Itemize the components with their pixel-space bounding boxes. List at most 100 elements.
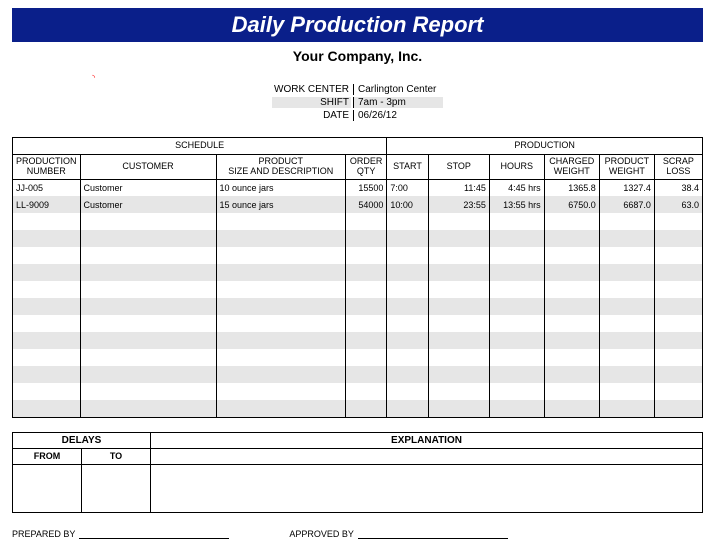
production-group-header: PRODUCTION: [387, 138, 703, 155]
col-hours: HOURS: [489, 155, 544, 180]
cell-charged: [544, 230, 599, 247]
cell-stop: [428, 349, 489, 366]
cell-hours: 4:45 hrs: [489, 179, 544, 196]
cell-customer: [80, 213, 216, 230]
cell-prod_num: [13, 315, 81, 332]
delays-row: [13, 480, 703, 496]
table-row: [13, 383, 703, 400]
cell-start: [387, 281, 428, 298]
cell-start: [387, 349, 428, 366]
cell-start: [387, 366, 428, 383]
cell-start: [387, 332, 428, 349]
table-row: JJ-005Customer10 ounce jars155007:0011:4…: [13, 179, 703, 196]
cell-customer: [80, 264, 216, 281]
cell-order_qty: [346, 332, 387, 349]
cell-scrap: [654, 315, 702, 332]
delays-to-header: TO: [82, 448, 151, 464]
delays-time: [13, 464, 82, 480]
col-prod-num: PRODUCTIONNUMBER: [13, 155, 81, 180]
cell-charged: [544, 247, 599, 264]
table-row: [13, 400, 703, 417]
cell-start: [387, 298, 428, 315]
delays-table: DELAYS EXPLANATION FROM TO: [12, 432, 703, 513]
delays-explanation: [151, 496, 703, 512]
cell-prod_num: [13, 349, 81, 366]
cell-charged: 1365.8: [544, 179, 599, 196]
cell-customer: Customer: [80, 196, 216, 213]
cell-product: [216, 247, 346, 264]
delays-explanation: [151, 464, 703, 480]
cell-prod_num: [13, 264, 81, 281]
cell-prod_num: [13, 247, 81, 264]
cell-product: 10 ounce jars: [216, 179, 346, 196]
cell-stop: [428, 298, 489, 315]
cell-product_wt: [599, 366, 654, 383]
table-row: LL-9009Customer15 ounce jars5400010:0023…: [13, 196, 703, 213]
cell-product: [216, 264, 346, 281]
cell-prod_num: [13, 366, 81, 383]
cell-stop: [428, 264, 489, 281]
cell-start: [387, 315, 428, 332]
cell-charged: [544, 213, 599, 230]
table-row: [13, 332, 703, 349]
cell-hours: [489, 298, 544, 315]
cell-product_wt: [599, 264, 654, 281]
cell-scrap: [654, 298, 702, 315]
cell-customer: [80, 383, 216, 400]
cell-stop: 11:45: [428, 179, 489, 196]
cell-scrap: [654, 264, 702, 281]
work-center-label: WORK CENTER: [272, 84, 351, 95]
col-customer: CUSTOMER: [80, 155, 216, 180]
cell-product_wt: [599, 230, 654, 247]
cell-product_wt: 6687.0: [599, 196, 654, 213]
cell-product_wt: 1327.4: [599, 179, 654, 196]
cell-start: [387, 383, 428, 400]
company-name: Your Company, Inc.: [12, 48, 703, 64]
cell-start: [387, 230, 428, 247]
cell-scrap: 63.0: [654, 196, 702, 213]
cell-product_wt: [599, 213, 654, 230]
cell-start: [387, 264, 428, 281]
cell-scrap: [654, 281, 702, 298]
cell-start: [387, 247, 428, 264]
cell-customer: [80, 298, 216, 315]
cell-product: 15 ounce jars: [216, 196, 346, 213]
cell-scrap: [654, 213, 702, 230]
cell-customer: [80, 230, 216, 247]
date-label: DATE: [272, 110, 351, 121]
cell-hours: [489, 315, 544, 332]
table-row: [13, 366, 703, 383]
cell-charged: [544, 281, 599, 298]
cell-hours: [489, 366, 544, 383]
cell-order_qty: [346, 383, 387, 400]
delays-explanation-cell: [151, 448, 703, 464]
cell-product: [216, 230, 346, 247]
cell-product: [216, 315, 346, 332]
cell-charged: 6750.0: [544, 196, 599, 213]
cell-start: 7:00: [387, 179, 428, 196]
approved-by-label: APPROVED BY: [289, 529, 354, 539]
report-title: Daily Production Report: [12, 8, 703, 42]
table-row: [13, 247, 703, 264]
explanation-header: EXPLANATION: [151, 432, 703, 448]
cell-prod_num: [13, 213, 81, 230]
cell-charged: [544, 298, 599, 315]
cell-order_qty: [346, 315, 387, 332]
cell-scrap: [654, 332, 702, 349]
cell-product_wt: [599, 247, 654, 264]
cell-hours: [489, 281, 544, 298]
cell-order_qty: 15500: [346, 179, 387, 196]
delays-group-header: DELAYS: [13, 432, 151, 448]
col-order-qty: ORDERQTY: [346, 155, 387, 180]
cell-scrap: [654, 247, 702, 264]
cell-scrap: [654, 366, 702, 383]
cell-product_wt: [599, 383, 654, 400]
cell-product: [216, 213, 346, 230]
red-mark: ◝: [92, 73, 95, 82]
cell-product_wt: [599, 400, 654, 417]
cell-prod_num: [13, 281, 81, 298]
cell-stop: [428, 247, 489, 264]
cell-charged: [544, 315, 599, 332]
cell-prod_num: JJ-005: [13, 179, 81, 196]
cell-product_wt: [599, 332, 654, 349]
